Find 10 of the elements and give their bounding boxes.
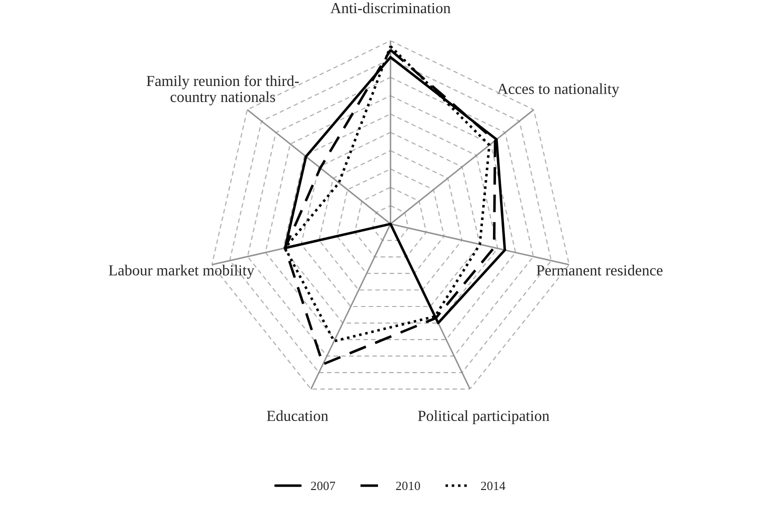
- legend-label: 2014: [481, 482, 506, 490]
- spoke-label: Permanent residence: [536, 264, 662, 276]
- spoke-label: Acces to nationality: [497, 83, 620, 98]
- spoke-label: Family reunion for third- country nationals: [146, 75, 299, 106]
- spoke-label: Labour market mobility: [108, 264, 254, 279]
- legend-label: 2010: [396, 482, 420, 490]
- spoke-label: Education: [266, 410, 328, 422]
- spoke-label: Anti-discrimination: [330, 2, 451, 14]
- legend-label: 2007: [311, 482, 336, 490]
- spoke-label: Political participation: [418, 410, 550, 424]
